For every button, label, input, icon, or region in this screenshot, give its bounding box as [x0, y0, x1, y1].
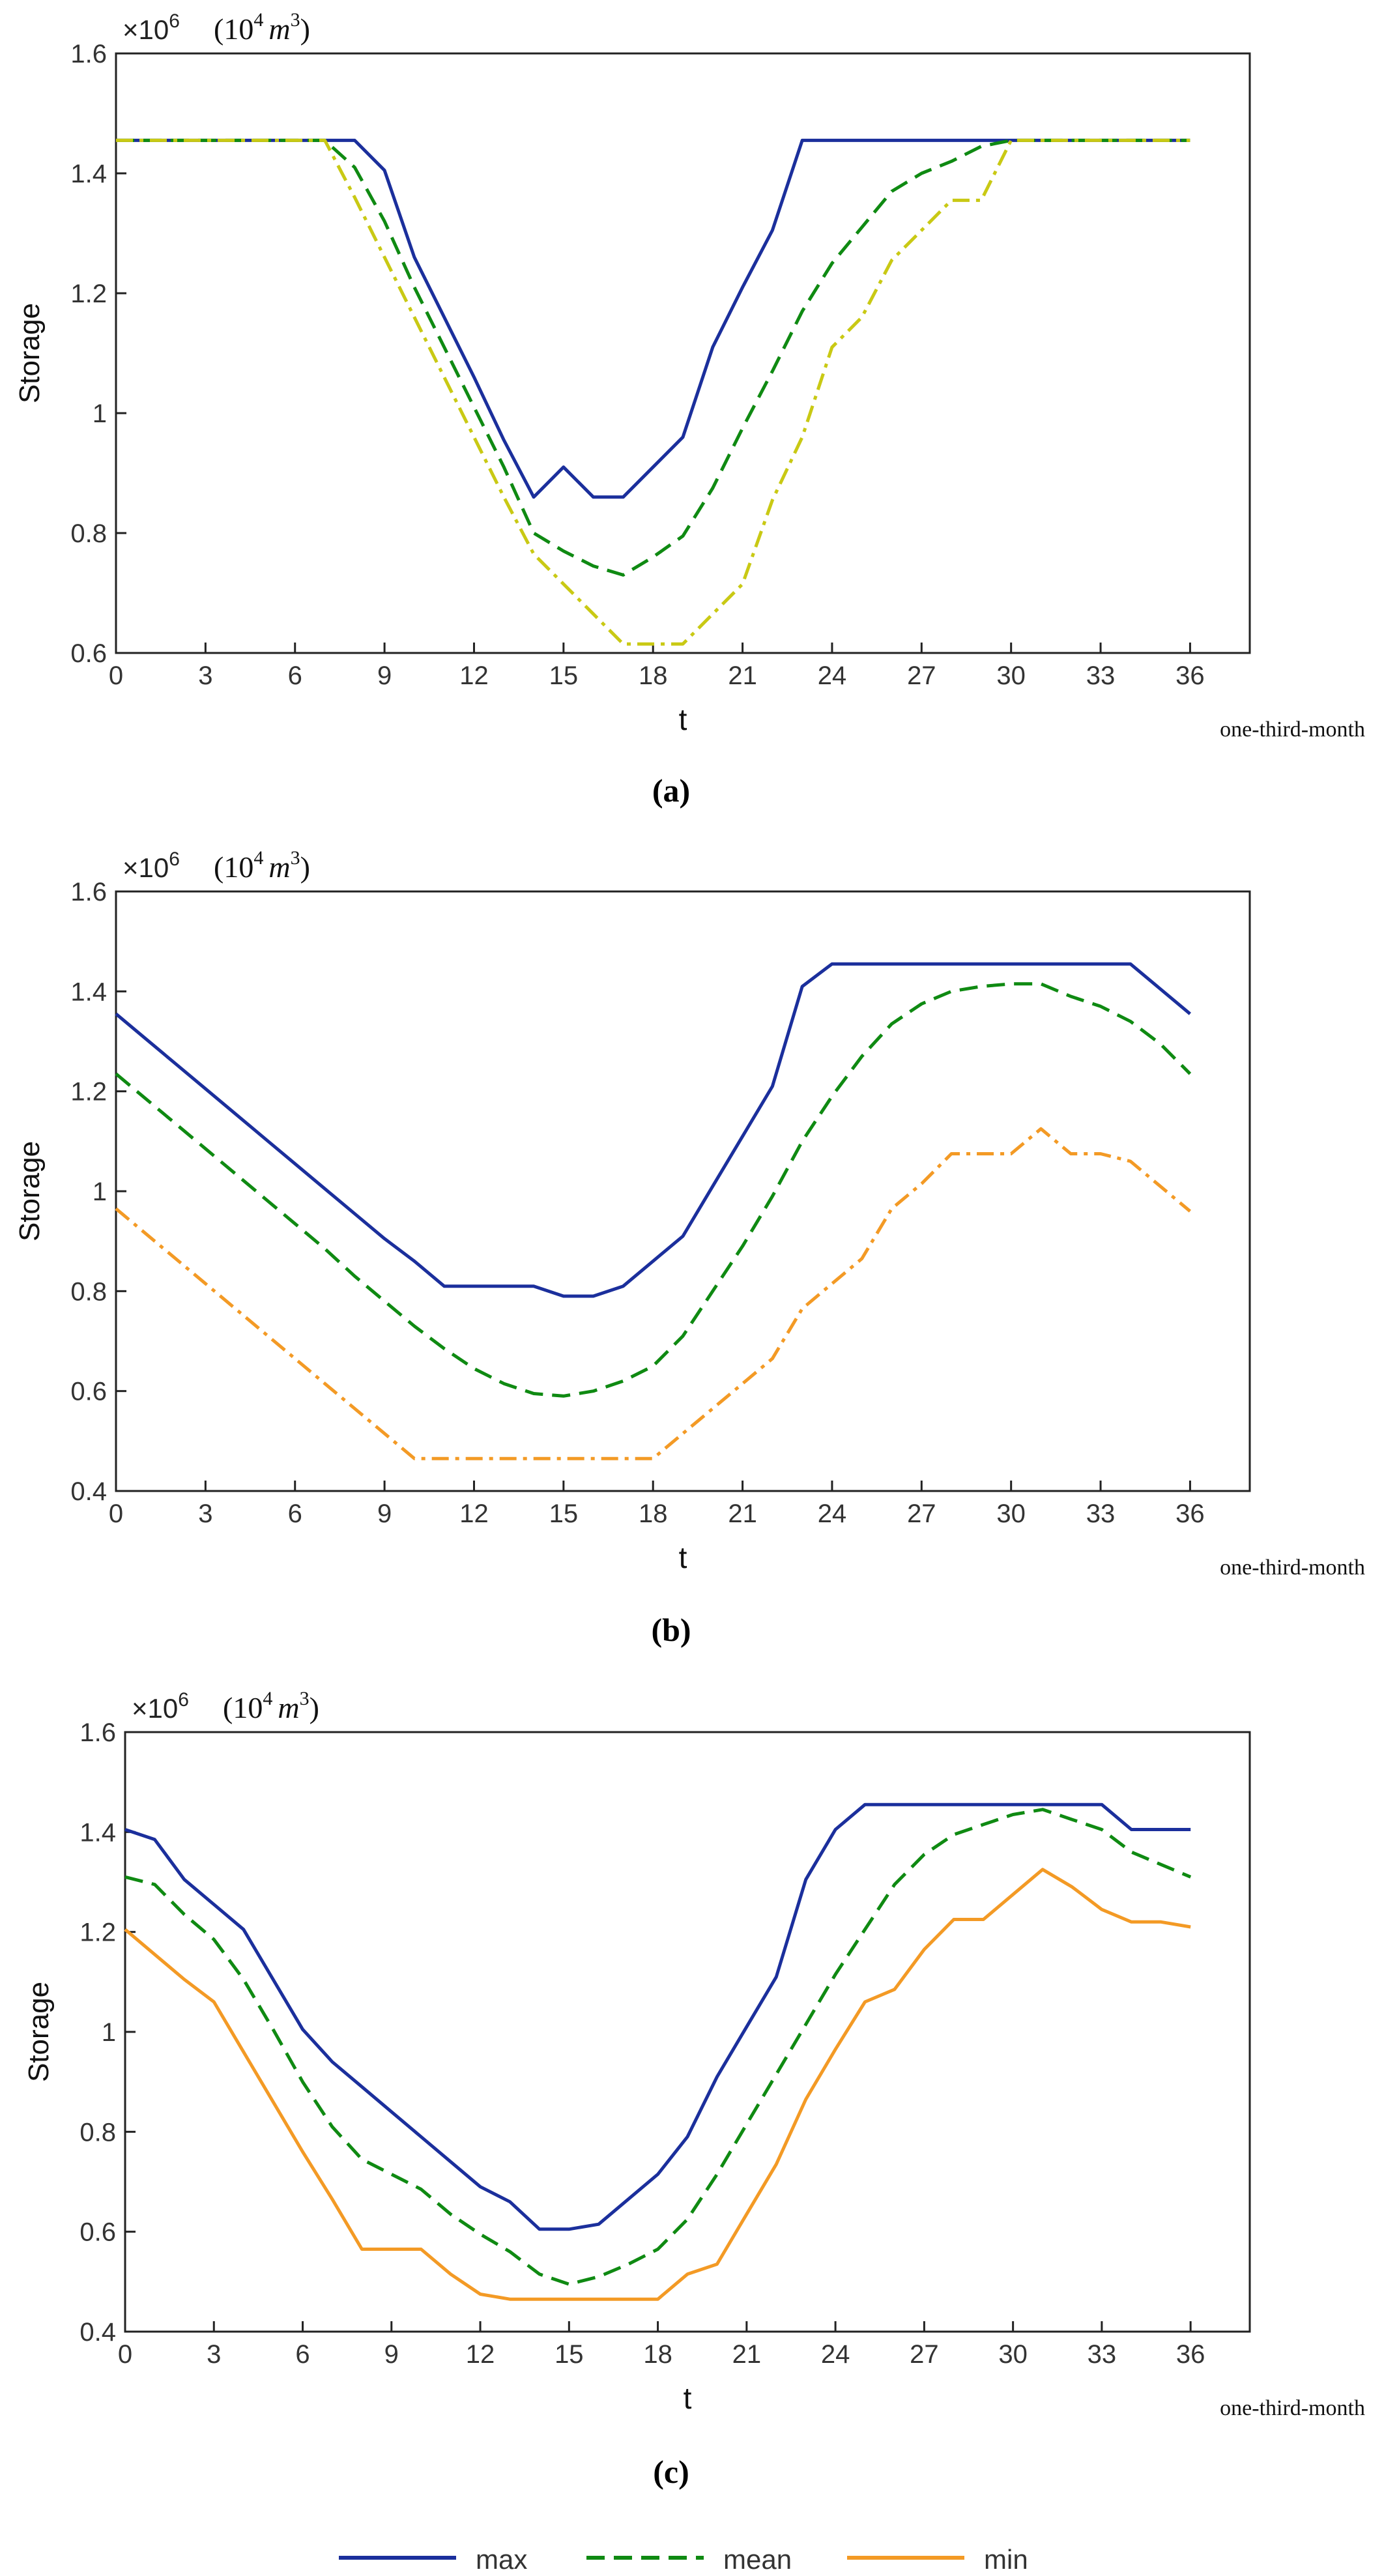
x-tick-label: 6: [288, 661, 302, 690]
legend-label-max: max: [476, 2544, 527, 2575]
x-tick-label: 0: [118, 2340, 132, 2369]
x-tick-label: 3: [198, 661, 212, 690]
chart-panel-b: 0 3 6 9 12 15 18 21 24 27 30 33 360.40.60.811.21.41.…: [14, 847, 1365, 1648]
series-line-max: [124, 1802, 1191, 2231]
y-exponent-label: ×106: [123, 10, 180, 45]
x-tick-label: 6: [288, 1499, 302, 1528]
y-tick-label: 1.4: [70, 977, 107, 1006]
x-tick-label: 21: [728, 1499, 757, 1528]
plot-area: 0 3 6 9 12 15 18 21 24 27 30 33 360.40.60.811.21.41.…: [14, 847, 1365, 1580]
x-tick-label: 27: [907, 661, 936, 690]
y-tick-label: 1.4: [79, 1818, 116, 1847]
plot-area: 0 3 6 9 12 15 18 21 24 27 30 33 360.40.60.811.21.41.…: [23, 1688, 1365, 2420]
x-tick-label: 15: [549, 1499, 579, 1528]
y-unit-label: (104 m3): [214, 9, 310, 46]
x-tick-label: 33: [1086, 1499, 1116, 1528]
y-tick-label: 1.2: [70, 280, 107, 308]
x-axis-label: t: [679, 702, 687, 736]
x-tick-label: 12: [459, 661, 489, 690]
series-line-max: [115, 962, 1192, 1298]
x-tick-label: 30: [996, 1499, 1026, 1528]
x-tick-label: 33: [1088, 2340, 1117, 2369]
x-tick-label: 0: [109, 661, 123, 690]
panel-caption: (b): [651, 1612, 691, 1648]
x-tick-label: 6: [295, 2340, 310, 2369]
y-tick-label: 1.2: [79, 1918, 116, 1947]
x-tick-label: 24: [821, 2340, 850, 2369]
y-tick-label: 0.8: [79, 2118, 116, 2147]
x-tick-label: 9: [384, 2340, 399, 2369]
x-tick-label: 18: [639, 1499, 668, 1528]
y-axis-label: Storage: [23, 1982, 55, 2082]
x-tick-label: 36: [1175, 1499, 1205, 1528]
x-tick-label: 15: [549, 661, 579, 690]
x-tick-label: 27: [907, 1499, 936, 1528]
y-tick-label: 0.4: [79, 2318, 116, 2347]
x-tick-label: 0: [109, 1499, 123, 1528]
x-tick-label: 24: [818, 661, 847, 690]
x-tick-label: 12: [466, 2340, 495, 2369]
series-line-min: [115, 1127, 1192, 1460]
x-tick-label: 24: [818, 1499, 847, 1528]
legend: max mean min: [339, 2544, 1028, 2575]
chart-panel-c: 0 3 6 9 12 15 18 21 24 27 30 33 360.40.60.811.21.41.…: [23, 1688, 1365, 2490]
y-tick-label: 1.2: [70, 1078, 107, 1107]
y-tick-label: 1.6: [70, 40, 107, 68]
x-tick-label: 33: [1086, 661, 1116, 690]
y-unit-label: (104 m3): [223, 1688, 319, 1724]
x-tick-label: 12: [459, 1499, 489, 1528]
x-tick-label: 15: [555, 2340, 584, 2369]
y-tick-label: 0.8: [70, 519, 107, 548]
x-tick-label: 3: [198, 1499, 212, 1528]
x-tick-label: 36: [1176, 2340, 1205, 2369]
y-axis-label: Storage: [14, 1141, 46, 1241]
y-tick-label: 1: [93, 1178, 107, 1206]
y-tick-label: 0.8: [70, 1277, 107, 1306]
y-unit-label: (104 m3): [214, 847, 310, 884]
x-tick-label: 9: [377, 661, 392, 690]
x-tick-label: 21: [728, 661, 757, 690]
plot-area: 0 3 6 9 12 15 18 21 24 27 30 33 360.60.811.21.41.6St…: [14, 9, 1365, 742]
x-tick-label: 30: [996, 661, 1026, 690]
x-tick-label: 30: [998, 2340, 1028, 2369]
x-tick-label: 21: [732, 2340, 762, 2369]
y-tick-label: 1.6: [70, 878, 107, 906]
series-line-mean: [115, 982, 1192, 1398]
series-line-mean: [124, 1808, 1192, 2286]
x-tick-label: 36: [1175, 661, 1205, 690]
y-tick-label: 1: [93, 399, 107, 428]
series-line-min: [116, 138, 1190, 646]
y-tick-label: 0.6: [79, 2218, 116, 2247]
y-tick-label: 0.6: [70, 1378, 107, 1406]
y-tick-label: 1.4: [70, 160, 107, 188]
y-tick-label: 1: [102, 2018, 116, 2047]
x-tick-label: 3: [207, 2340, 221, 2369]
x-axis-unit: one-third-month: [1220, 2396, 1365, 2420]
x-tick-label: 18: [643, 2340, 672, 2369]
series-line-min: [124, 1868, 1191, 2301]
y-exponent-label: ×106: [132, 1689, 189, 1724]
legend-label-min: min: [984, 2544, 1028, 2575]
axes-box: [115, 52, 1251, 654]
y-axis-label: Storage: [14, 303, 46, 403]
chart-panel-a: 0 3 6 9 12 15 18 21 24 27 30 33 360.60.811.21.41.6St…: [14, 9, 1365, 809]
legend-label-mean: mean: [723, 2544, 792, 2575]
x-tick-label: 18: [639, 661, 668, 690]
y-exponent-label: ×106: [123, 848, 180, 883]
y-tick-label: 0.6: [70, 639, 107, 668]
y-tick-label: 1.6: [79, 1718, 116, 1747]
x-axis-label: t: [679, 1541, 687, 1574]
panel-caption: (a): [652, 772, 690, 809]
x-tick-label: 9: [377, 1499, 392, 1528]
x-axis-unit: one-third-month: [1220, 717, 1365, 742]
y-tick-label: 0.4: [70, 1477, 107, 1506]
x-axis-label: t: [684, 2381, 692, 2415]
panel-caption: (c): [653, 2453, 689, 2490]
x-tick-label: 27: [910, 2340, 939, 2369]
x-axis-unit: one-third-month: [1220, 1556, 1365, 1580]
